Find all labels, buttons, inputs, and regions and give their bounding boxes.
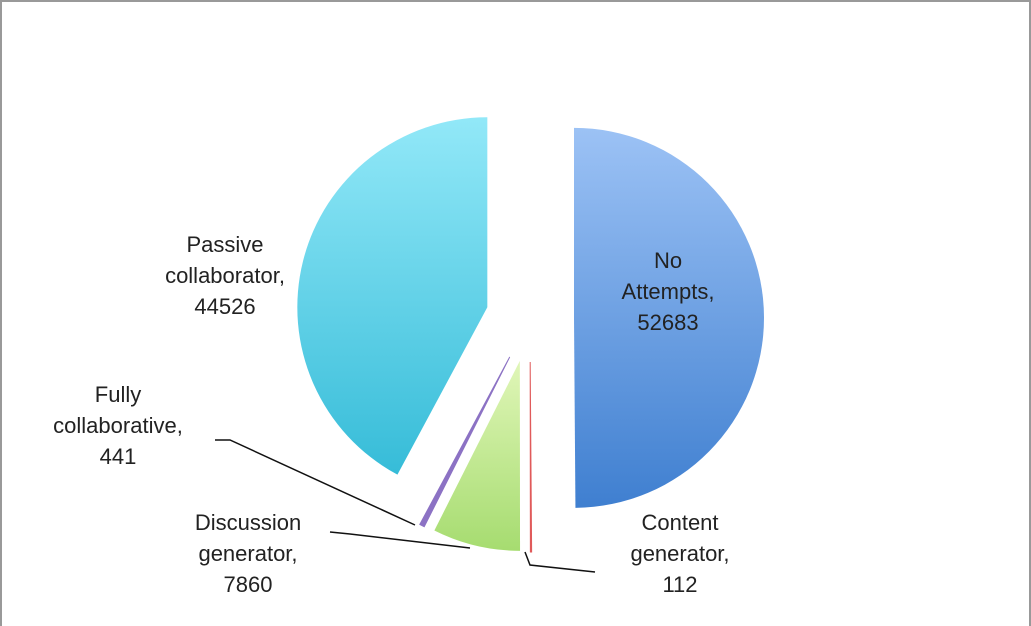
label-separator: ,	[177, 413, 183, 438]
label-separator: ,	[291, 541, 297, 566]
category-name: No Attempts	[622, 248, 709, 304]
category-word: Content	[641, 510, 718, 535]
leader-line	[329, 531, 471, 549]
category-word: Fully	[95, 382, 141, 407]
pie-slice	[419, 356, 511, 528]
data-label-value: 44526	[194, 294, 255, 319]
leader-line	[215, 439, 416, 526]
label-separator: ,	[279, 263, 285, 288]
category-word: collaborative	[53, 413, 177, 438]
data-label-name: Passive collaborator,	[165, 232, 285, 288]
category-word: No	[654, 248, 682, 273]
label-separator: ,	[723, 541, 729, 566]
category-word: generator	[198, 541, 292, 566]
category-word: collaborator	[165, 263, 280, 288]
data-label-value: 7860	[224, 572, 273, 597]
pie-slice	[529, 361, 533, 553]
category-word: Attempts	[622, 279, 709, 304]
category-name: Fully collaborative	[53, 382, 177, 438]
data-label-value: 441	[100, 444, 137, 469]
data-label-name: No Attempts,	[622, 248, 715, 304]
data-label-value: 112	[662, 572, 697, 597]
pie-slice	[297, 117, 488, 475]
pie-slice	[434, 360, 521, 551]
category-name: Content generator	[630, 510, 724, 566]
category-word: generator	[630, 541, 724, 566]
data-label-name: Fully collaborative,	[53, 382, 183, 438]
data-label-value: 52683	[637, 310, 698, 335]
category-name: Passive collaborator	[165, 232, 280, 288]
pie-slice	[573, 127, 764, 508]
data-label-name: Content generator,	[630, 510, 729, 566]
category-word: Passive	[186, 232, 263, 257]
label-separator: ,	[708, 279, 714, 304]
category-word: Discussion	[195, 510, 301, 535]
data-label-name: Discussion generator,	[195, 510, 301, 566]
leader-line	[524, 551, 596, 573]
category-name: Discussion generator	[195, 510, 301, 566]
